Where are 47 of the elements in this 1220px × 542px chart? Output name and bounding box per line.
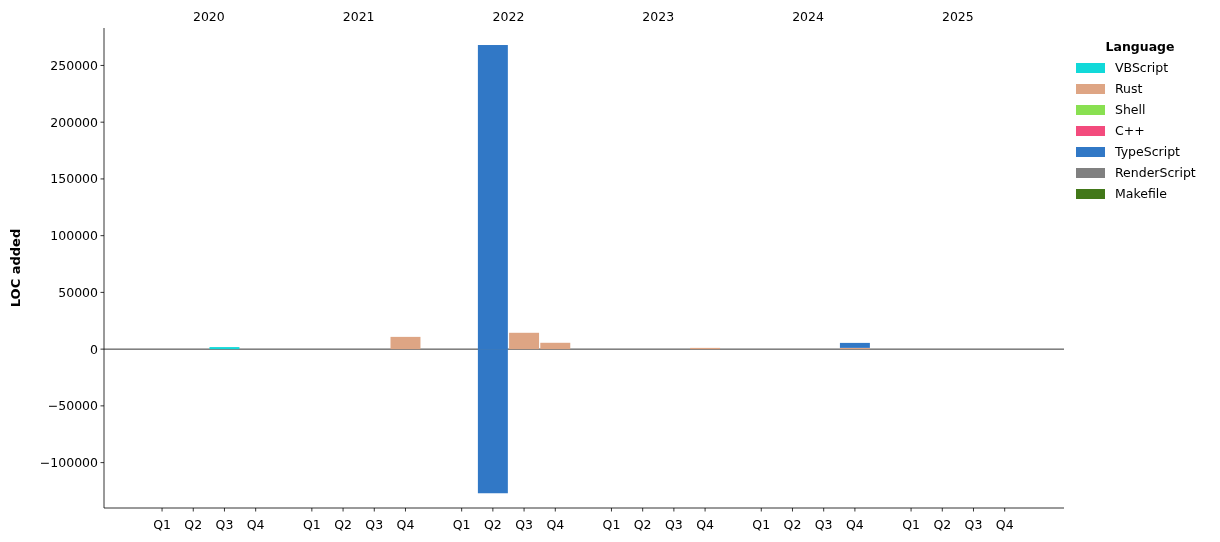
legend-label: RenderScript [1115, 165, 1196, 181]
x-tick-label: Q2 [483, 517, 502, 532]
x-tick-label: Q3 [814, 517, 833, 532]
x-tick-label: Q2 [783, 517, 802, 532]
x-tick-label: Q3 [664, 517, 683, 532]
y-tick-label: 50000 [58, 284, 99, 300]
y-tick-label: 150000 [50, 171, 99, 187]
legend-label: Makefile [1115, 186, 1168, 202]
legend-label: Shell [1115, 102, 1146, 118]
legend-label: C++ [1115, 123, 1145, 139]
text: 2023 [642, 9, 675, 24]
y-tick-label: −100000 [39, 454, 99, 470]
x-tick-label: Q2 [184, 517, 203, 532]
x-tick-label: Q3 [215, 517, 234, 532]
y-axis-title: LOC added [8, 228, 23, 308]
x-tick-label: Q4 [995, 517, 1014, 532]
x-tick-label: Q3 [964, 517, 983, 532]
x-tick-label: Q1 [602, 517, 621, 532]
x-tick-label: Q1 [752, 517, 771, 532]
text: 2020 [192, 9, 225, 24]
text: 2022 [492, 9, 525, 24]
x-tick-label: Q4 [396, 517, 415, 532]
x-tick-label: Q4 [246, 517, 265, 532]
y-tick-label: 0 [90, 341, 99, 357]
text: 2024 [792, 9, 825, 24]
x-tick-label: Q1 [153, 517, 171, 532]
text: 2021 [342, 9, 375, 24]
legend-label: TypeScript [1114, 144, 1181, 160]
legend-title: Language [1105, 39, 1175, 54]
y-tick-label: 200000 [50, 114, 99, 130]
x-tick-label: Q4 [696, 517, 715, 532]
x-tick-label: Q1 [452, 517, 471, 532]
y-tick-label: −50000 [47, 398, 99, 414]
x-tick-label: Q4 [846, 517, 864, 532]
x-tick-label: Q3 [365, 517, 384, 532]
x-tick-label: Q1 [302, 517, 321, 532]
text: 2025 [941, 9, 974, 24]
x-tick-label: Q1 [902, 517, 920, 532]
y-tick-label: 250000 [50, 57, 99, 73]
legend-label: Rust [1115, 81, 1143, 97]
x-tick-label: Q2 [633, 517, 652, 532]
x-tick-label: Q4 [546, 517, 565, 532]
y-tick-label: 100000 [50, 228, 99, 244]
x-tick-label: Q2 [933, 517, 952, 532]
x-tick-label: Q2 [334, 517, 352, 532]
x-tick-label: Q3 [515, 517, 533, 532]
legend-label: VBScript [1115, 60, 1169, 76]
